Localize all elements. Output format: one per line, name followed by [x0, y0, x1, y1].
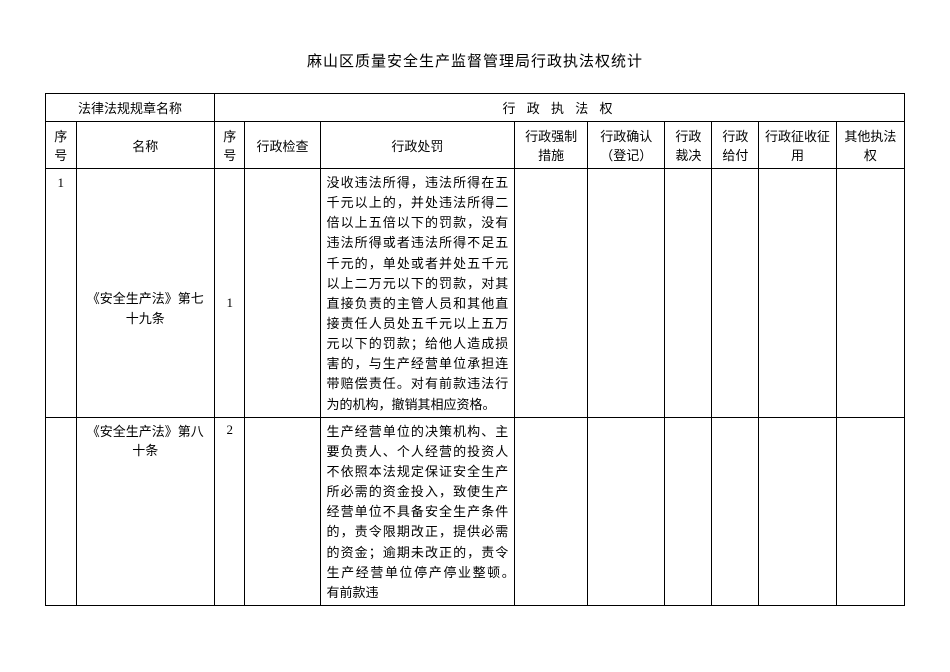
cell-punish: 生产经营单位的决策机构、主要负责人、个人经营的投资人不依照本法规定保证安全生产所…: [320, 417, 515, 605]
cell-judge: [665, 417, 712, 605]
header-seq2: 序号: [214, 122, 245, 169]
header-force: 行政强制措施: [515, 122, 588, 169]
table-row: 《安全生产法》第八十条 2 生产经营单位的决策机构、主要负责人、个人经营的投资人…: [46, 417, 905, 605]
header-seq1: 序号: [46, 122, 77, 169]
cell-confirm: [588, 417, 665, 605]
cell-other: [836, 169, 904, 418]
cell-confirm: [588, 169, 665, 418]
header-check: 行政检查: [245, 122, 320, 169]
cell-collect: [759, 417, 836, 605]
table-row: 1 《安全生产法》第七十九条 1 没收违法所得，违法所得在五千元以上的，并处违法…: [46, 169, 905, 418]
cell-check: [245, 169, 320, 418]
header-name: 名称: [76, 122, 214, 169]
cell-inner-seq: 2: [214, 417, 245, 605]
header-pay: 行政给付: [712, 122, 759, 169]
header-other: 其他执法权: [836, 122, 904, 169]
header-collect: 行政征收征用: [759, 122, 836, 169]
cell-collect: [759, 169, 836, 418]
cell-outer-seq: 1: [46, 169, 77, 418]
cell-force: [515, 169, 588, 418]
cell-inner-seq: 1: [214, 169, 245, 418]
cell-law-name: 《安全生产法》第七十九条: [76, 169, 214, 418]
header-power-section: 行 政 执 法 权: [214, 94, 904, 122]
page-title: 麻山区质量安全生产监督管理局行政执法权统计: [45, 50, 905, 71]
cell-other: [836, 417, 904, 605]
cell-outer-seq: [46, 417, 77, 605]
cell-pay: [712, 417, 759, 605]
cell-check: [245, 417, 320, 605]
cell-force: [515, 417, 588, 605]
cell-law-name: 《安全生产法》第八十条: [76, 417, 214, 605]
header-judge: 行政裁决: [665, 122, 712, 169]
cell-judge: [665, 169, 712, 418]
statistics-table: 法律法规规章名称 行 政 执 法 权 序号 名称 序号 行政检查 行政处罚 行政…: [45, 93, 905, 606]
header-confirm: 行政确认（登记）: [588, 122, 665, 169]
header-punish: 行政处罚: [320, 122, 515, 169]
cell-punish: 没收违法所得，违法所得在五千元以上的，并处违法所得二倍以上五倍以下的罚款，没有违…: [320, 169, 515, 418]
cell-pay: [712, 169, 759, 418]
header-law-section: 法律法规规章名称: [46, 94, 215, 122]
